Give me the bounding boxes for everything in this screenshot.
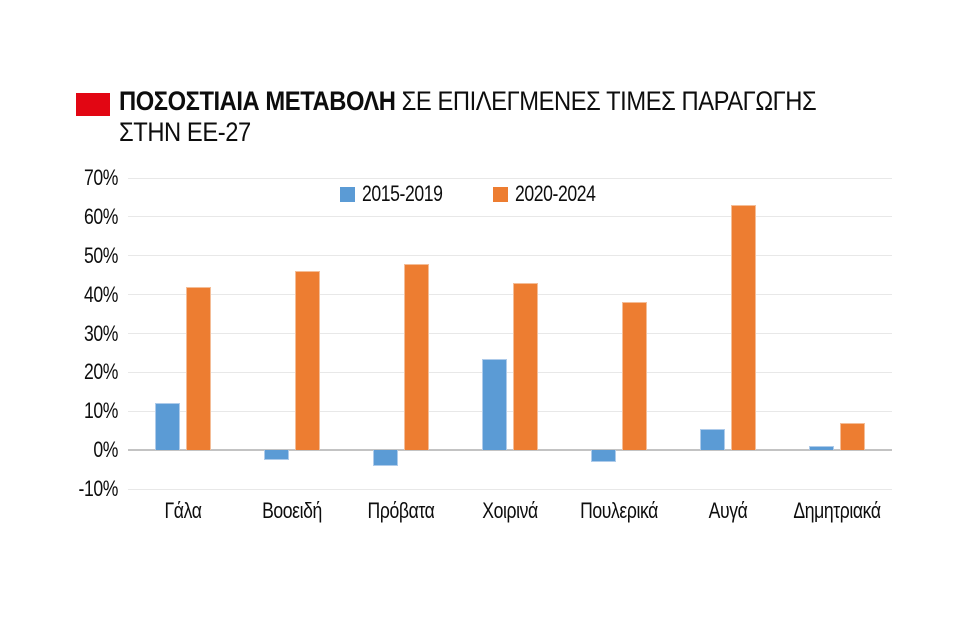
chart-title: ΠΟΣΟΣΤΙΑΙΑ ΜΕΤΑΒΟΛΗ ΣΕ ΕΠΙΛΕΓΜΕΝΕΣ ΤΙΜΕΣ… <box>76 86 911 148</box>
legend-item-2020-2024: 2020-2024 <box>493 183 616 205</box>
x-axis-label: Δημητριακά <box>793 498 882 523</box>
title-bold-part: ΠΟΣΟΣΤΙΑΙΑ ΜΕΤΑΒΟΛΗ <box>119 86 396 116</box>
x-axis-label: Βοοειδή <box>261 498 322 523</box>
bar-2020-2024-6 <box>840 422 866 451</box>
gridline <box>128 410 892 412</box>
legend-swatch-icon <box>340 186 356 202</box>
bar-2015-2019-3 <box>482 358 507 451</box>
legend-item-2015-2019: 2015-2019 <box>340 183 463 205</box>
y-tick-label: 0% <box>93 437 118 463</box>
bar-2015-2019-5 <box>700 428 726 451</box>
y-tick-label: 10% <box>83 398 118 424</box>
gridline <box>128 255 892 257</box>
title-regular-part: ΣΕ ΕΠΙΛΕΓΜΕΝΕΣ ΤΙΜΕΣ ΠΑΡΑΓΩΓΗΣ <box>401 86 817 116</box>
gridline <box>128 371 892 373</box>
bar-2015-2019-2 <box>372 450 398 466</box>
x-axis-label: Γάλα <box>164 498 202 523</box>
y-tick-label: 20% <box>83 359 118 385</box>
x-axis-label: Πρόβατα <box>367 498 435 523</box>
bar-2015-2019-6 <box>809 446 835 451</box>
gridline <box>128 294 892 296</box>
y-tick-label: 60% <box>83 203 118 229</box>
gridline <box>128 488 892 490</box>
bar-2020-2024-0 <box>185 286 211 451</box>
bar-2015-2019-4 <box>591 450 617 462</box>
chart-title-text: ΠΟΣΟΣΤΙΑΙΑ ΜΕΤΑΒΟΛΗ ΣΕ ΕΠΙΛΕΓΜΕΝΕΣ ΤΙΜΕΣ… <box>119 86 817 148</box>
y-tick-label: 40% <box>83 281 118 307</box>
x-axis-label: Αυγά <box>708 498 748 523</box>
x-axis-label: Χοιρινά <box>482 498 538 523</box>
title-line-2: ΣΤΗΝ ΕΕ-27 <box>119 117 251 147</box>
zero-axis-line <box>128 449 892 452</box>
bar-2015-2019-1 <box>263 450 289 460</box>
bar-2020-2024-1 <box>294 271 320 451</box>
bar-2020-2024-3 <box>513 282 538 451</box>
bar-2020-2024-5 <box>731 205 757 451</box>
title-marker-square <box>76 93 110 116</box>
title-line-1: ΠΟΣΟΣΤΙΑΙΑ ΜΕΤΑΒΟΛΗ ΣΕ ΕΠΙΛΕΓΜΕΝΕΣ ΤΙΜΕΣ… <box>119 86 817 117</box>
bar-2020-2024-2 <box>403 263 429 451</box>
gridline <box>128 177 892 179</box>
y-tick-label: 30% <box>83 320 118 346</box>
legend-label: 2015-2019 <box>362 181 443 206</box>
bar-2015-2019-0 <box>154 403 180 451</box>
legend-label: 2020-2024 <box>515 181 596 206</box>
gridline <box>128 333 892 334</box>
y-tick-label: -10% <box>78 476 119 501</box>
y-tick-label: 50% <box>83 242 118 268</box>
y-tick-label: 70% <box>83 165 118 190</box>
chart-legend: 2015-2019 2020-2024 <box>96 183 860 205</box>
bar-2020-2024-4 <box>622 302 648 451</box>
gridline <box>128 216 892 218</box>
x-axis-label: Πουλερικά <box>580 498 659 523</box>
legend-swatch-icon <box>493 186 508 202</box>
